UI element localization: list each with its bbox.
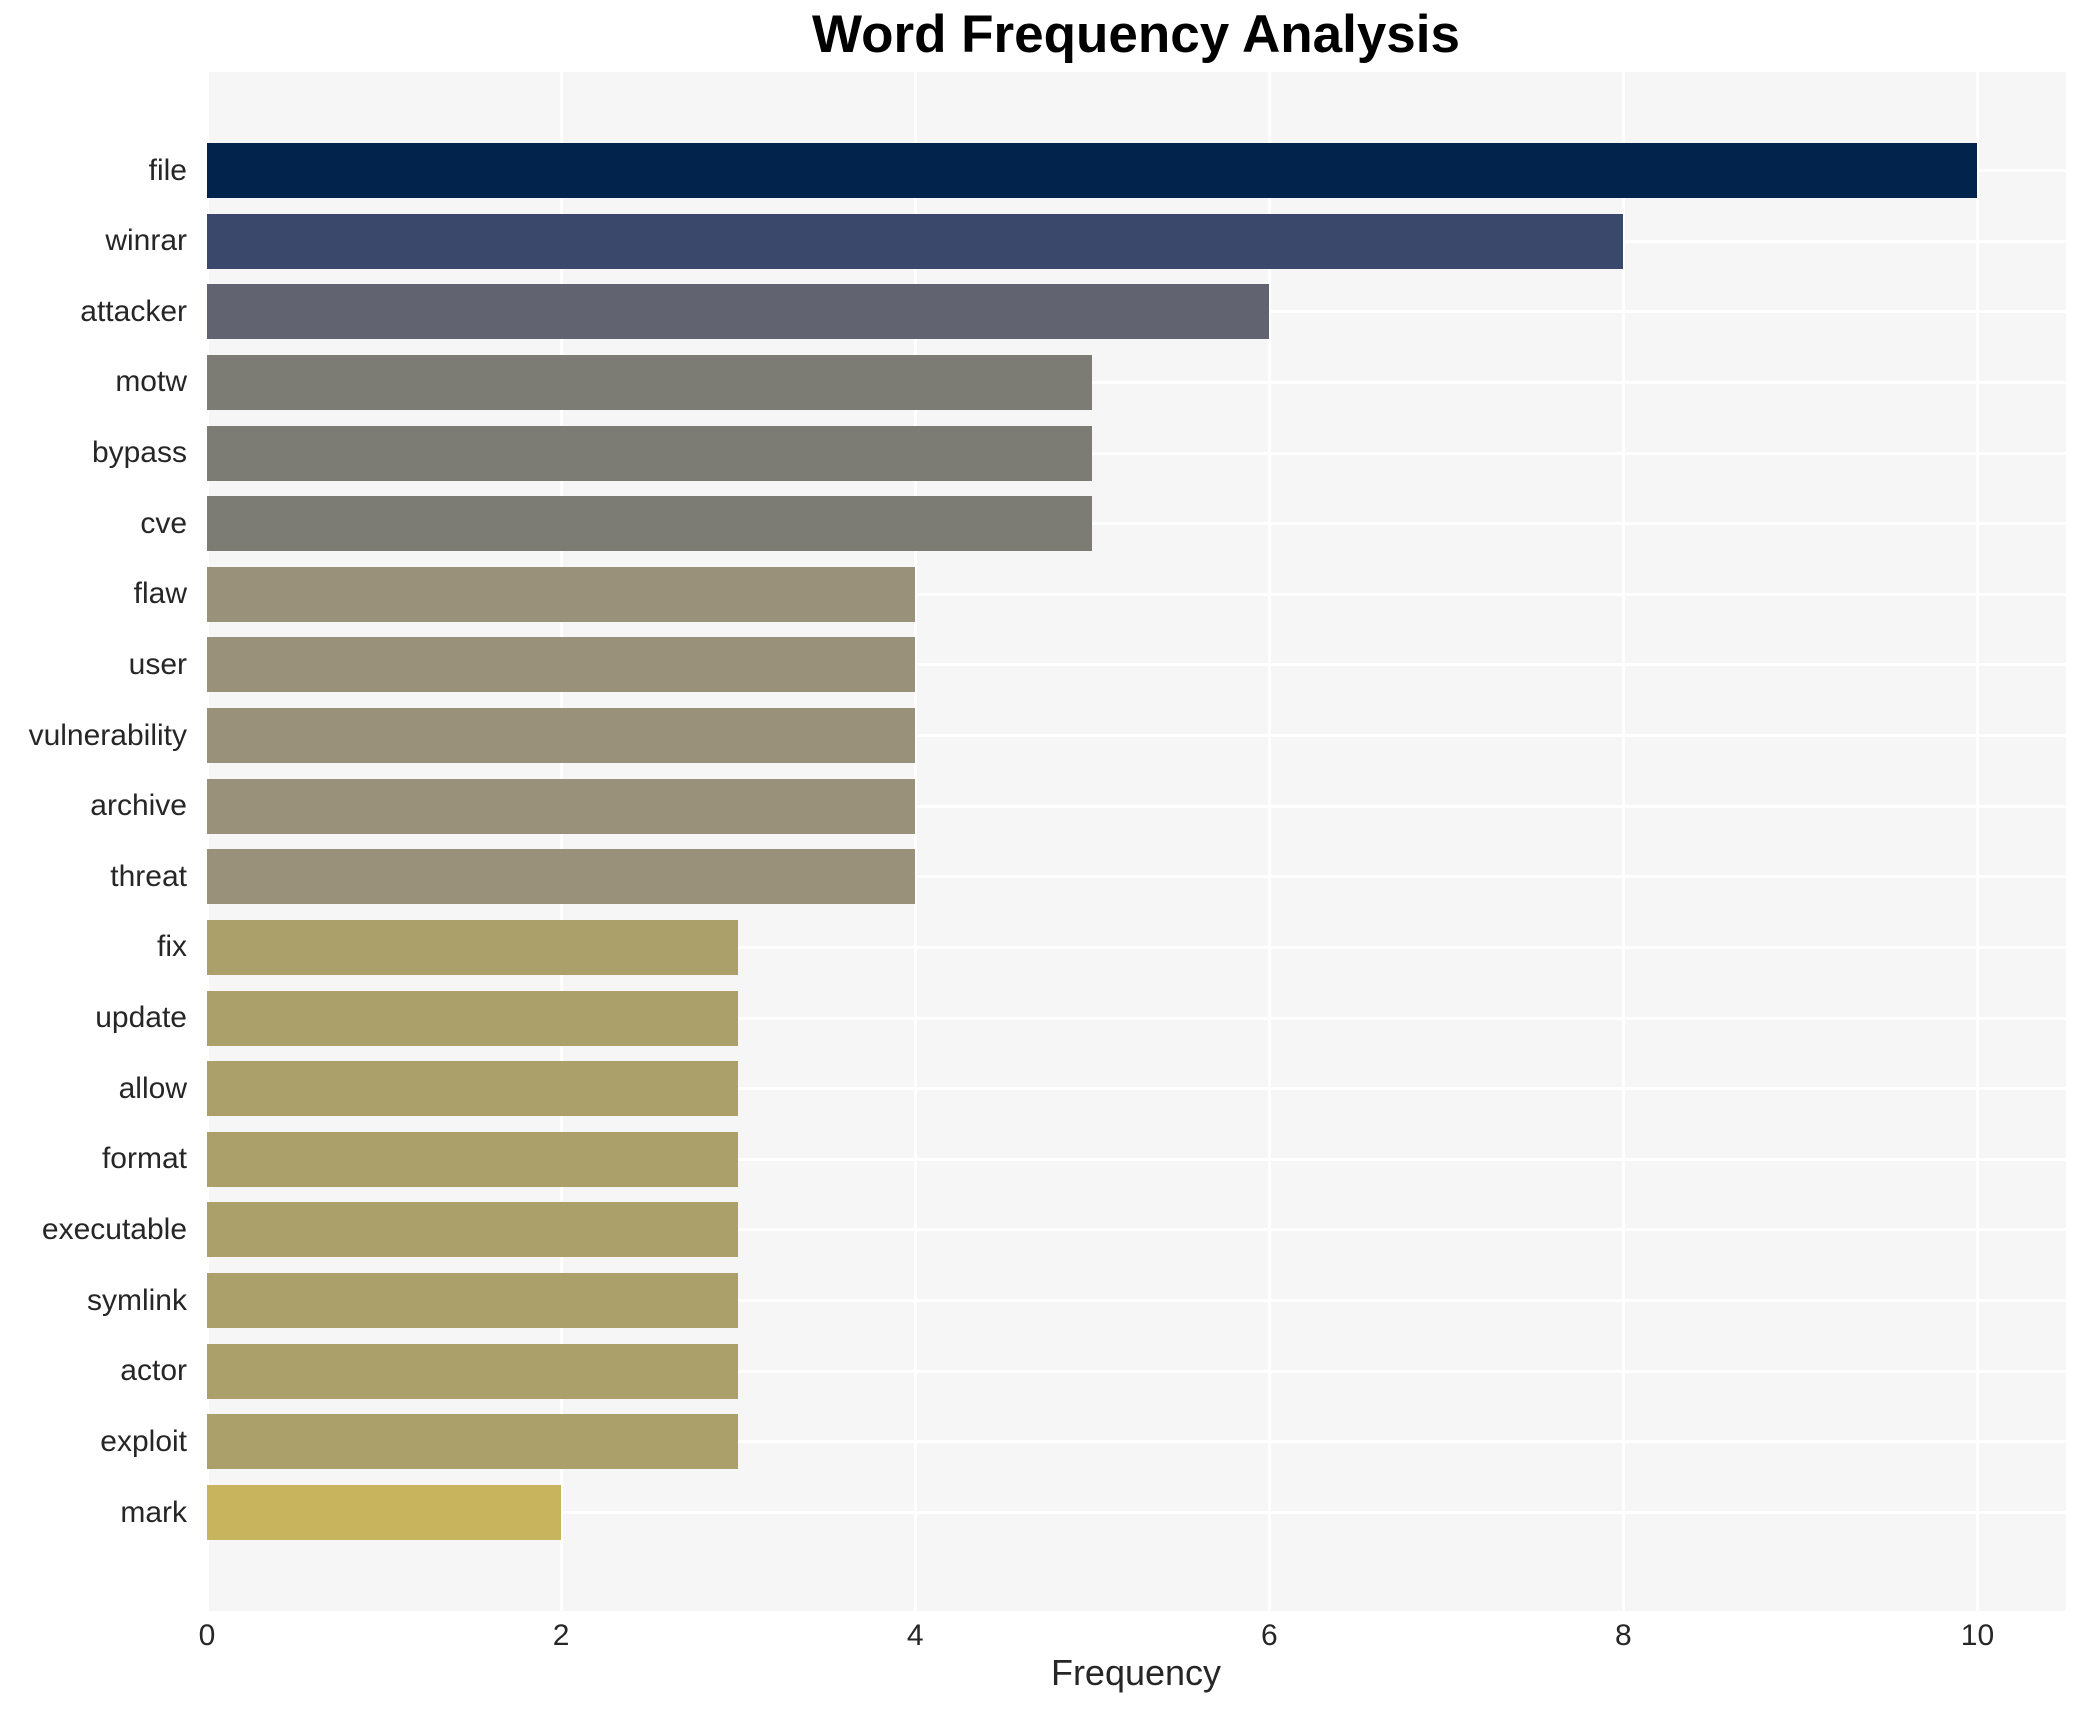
category-label-winrar: winrar bbox=[105, 224, 187, 258]
bar-symlink bbox=[207, 1273, 739, 1329]
bar-allow bbox=[207, 1061, 739, 1117]
y-gridline bbox=[207, 1087, 2066, 1091]
category-label-exploit: exploit bbox=[100, 1424, 187, 1458]
x-gridline bbox=[559, 72, 563, 1611]
category-label-update: update bbox=[95, 1001, 187, 1035]
category-label-user: user bbox=[128, 647, 187, 681]
category-label-format: format bbox=[101, 1142, 187, 1176]
bar-motw bbox=[207, 354, 1093, 410]
bar-threat bbox=[207, 849, 916, 905]
category-label-symlink: symlink bbox=[86, 1283, 187, 1317]
bar-flaw bbox=[207, 566, 916, 622]
y-gridline bbox=[207, 1440, 2066, 1444]
bar-user bbox=[207, 637, 916, 693]
category-label-threat: threat bbox=[110, 859, 187, 893]
bar-attacker bbox=[207, 284, 1270, 340]
x-tick-label: 4 bbox=[906, 1619, 924, 1652]
category-label-allow: allow bbox=[118, 1071, 187, 1105]
category-label-archive: archive bbox=[90, 789, 187, 823]
x-gridline bbox=[1267, 72, 1271, 1611]
category-label-attacker: attacker bbox=[80, 294, 187, 328]
x-tick-label: 2 bbox=[552, 1619, 570, 1652]
bar-cve bbox=[207, 496, 1093, 552]
plot-area bbox=[205, 72, 2066, 1611]
x-gridline bbox=[1975, 72, 1979, 1611]
y-gridline bbox=[207, 1228, 2066, 1232]
chart-title: Word Frequency Analysis bbox=[812, 5, 1460, 64]
y-gridline bbox=[207, 875, 2066, 879]
x-tick-label: 0 bbox=[198, 1619, 216, 1652]
bar-fix bbox=[207, 919, 739, 975]
category-label-bypass: bypass bbox=[91, 436, 187, 470]
x-gridline bbox=[205, 72, 209, 1611]
category-label-mark: mark bbox=[120, 1495, 187, 1529]
y-gridline bbox=[207, 945, 2066, 949]
category-label-actor: actor bbox=[120, 1354, 187, 1388]
x-tick-label: 8 bbox=[1615, 1619, 1632, 1652]
y-gridline bbox=[207, 380, 2066, 384]
y-gridline bbox=[207, 1299, 2066, 1303]
category-label-vulnerability: vulnerability bbox=[28, 718, 187, 752]
y-gridline bbox=[207, 1511, 2066, 1514]
bar-vulnerability bbox=[207, 708, 916, 764]
bar-executable bbox=[207, 1202, 739, 1258]
bar-exploit bbox=[207, 1414, 739, 1470]
bar-update bbox=[207, 990, 739, 1046]
category-label-file: file bbox=[148, 153, 187, 187]
bar-mark bbox=[207, 1485, 562, 1540]
y-gridline bbox=[207, 734, 2066, 738]
y-gridline bbox=[207, 522, 2066, 526]
category-label-motw: motw bbox=[115, 365, 187, 399]
bar-actor bbox=[207, 1343, 739, 1399]
y-gridline bbox=[207, 1016, 2066, 1020]
bar-format bbox=[207, 1131, 739, 1187]
x-tick-label: 10 bbox=[1960, 1619, 1995, 1652]
bar-bypass bbox=[207, 425, 1093, 481]
category-label-flaw: flaw bbox=[133, 577, 187, 611]
y-gridline bbox=[207, 592, 2066, 596]
category-label-executable: executable bbox=[41, 1212, 187, 1246]
bar-archive bbox=[207, 778, 916, 834]
y-gridline bbox=[207, 804, 2066, 808]
x-gridline bbox=[1621, 72, 1625, 1611]
category-label-cve: cve bbox=[140, 506, 187, 540]
x-axis-title: Frequency bbox=[1050, 1652, 1222, 1693]
y-gridline bbox=[207, 663, 2066, 667]
y-gridline bbox=[207, 1369, 2066, 1373]
y-gridline bbox=[207, 1157, 2066, 1161]
category-label-fix: fix bbox=[157, 930, 187, 964]
y-gridline bbox=[207, 451, 2066, 455]
x-tick-label: 6 bbox=[1260, 1619, 1278, 1652]
y-axis-labels: file winrar attacker motw bypass cve flaw user v… bbox=[0, 0, 197, 1710]
bar-winrar bbox=[207, 213, 1624, 269]
bar-file bbox=[207, 143, 1978, 198]
x-gridline bbox=[913, 72, 917, 1611]
